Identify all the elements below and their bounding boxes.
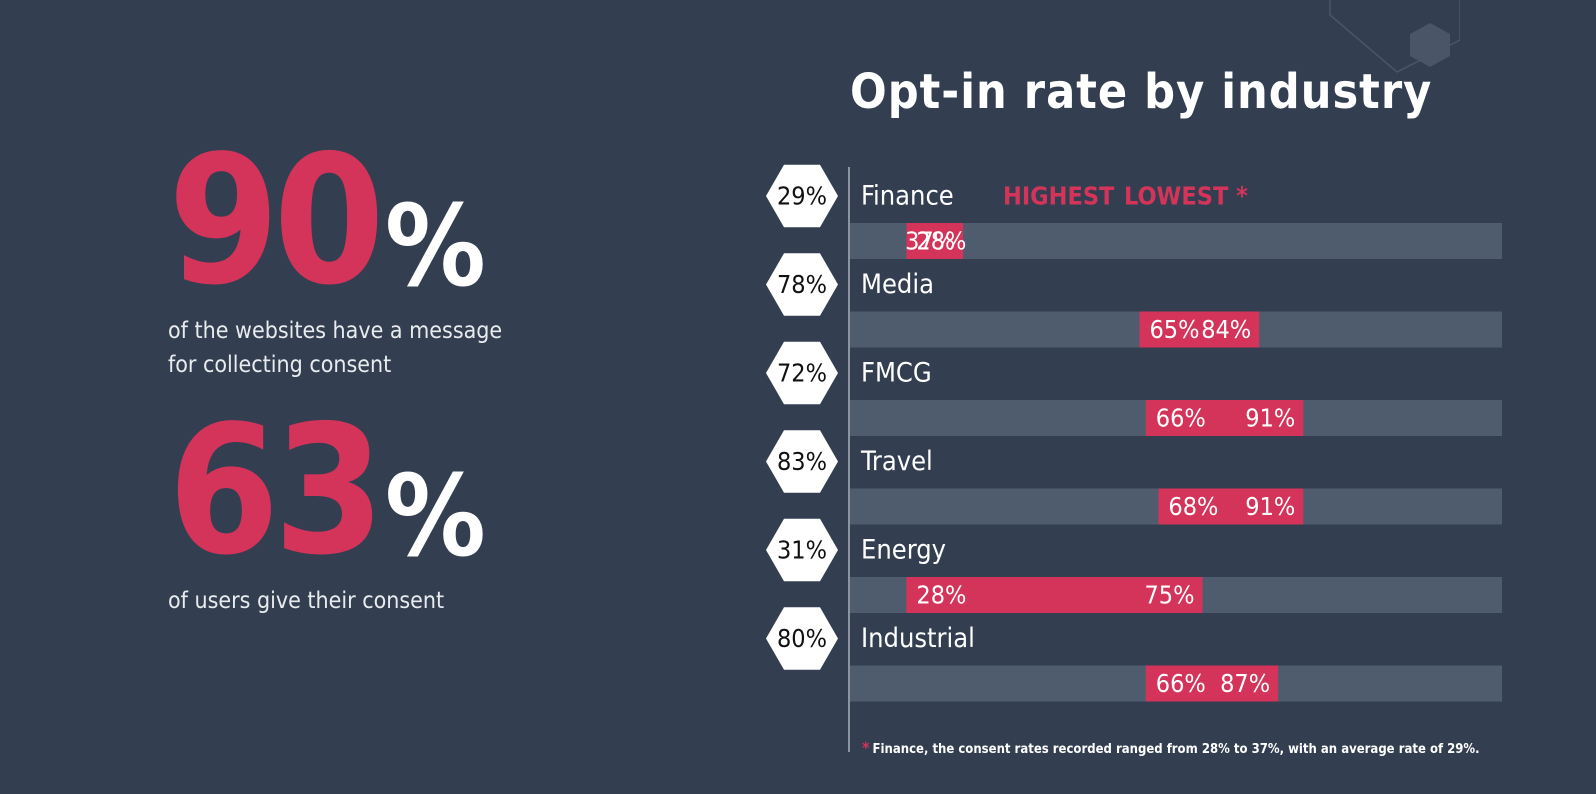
stat-users-percent-sign: % (384, 452, 486, 583)
stat-websites-number: 90 % (168, 117, 548, 324)
legend-lowest: LOWEST * (1124, 182, 1248, 211)
category-label-travel: Travel (860, 446, 933, 477)
stat-websites-percent-sign: % (384, 182, 486, 313)
average-label-fmcg: 72% (777, 359, 827, 388)
stat-users-caption-line1: of users give their consent (168, 587, 445, 614)
range-bar-finance (906, 223, 964, 259)
hexagon-badge-energy (766, 518, 838, 582)
range-low-label-media: 65% (1150, 315, 1200, 344)
hexagon-badge-travel (766, 430, 838, 493)
footnote-text: Finance, the consent rates recorded rang… (872, 742, 1480, 757)
range-bar-media (1139, 311, 1260, 348)
footnote-marker: * (862, 738, 870, 757)
range-high-label-finance: 37% (905, 227, 955, 256)
stat-users-caption: of users give their consent (168, 584, 548, 618)
stat-users-value: 63 (168, 387, 385, 594)
category-label-industrial: Industrial (861, 623, 975, 654)
range-high-label-fmcg: 91% (1245, 404, 1295, 433)
range-high-label-travel: 91% (1245, 492, 1295, 521)
range-high-label-media: 84% (1201, 315, 1251, 344)
decorative-hexagon-outline (1329, 0, 1460, 73)
footnote: * Finance, the consent rates recorded ran… (862, 738, 1480, 757)
stat-websites: 90 % of the websites have a message for … (168, 117, 548, 382)
legend-highest: HIGHEST (1003, 182, 1115, 211)
stat-websites-caption: of the websites have a message for colle… (168, 314, 548, 382)
range-high-label-energy: 75% (1145, 581, 1195, 610)
range-bar-fmcg (1145, 400, 1304, 436)
average-label-industrial: 80% (777, 624, 827, 653)
range-bar-industrial (1145, 665, 1279, 702)
average-label-travel: 83% (777, 447, 827, 476)
range-bar-travel (1158, 488, 1304, 525)
range-low-label-finance: 28% (916, 227, 966, 256)
category-label-energy: Energy (861, 535, 946, 566)
stat-users: 63 % of users give their consent (168, 387, 548, 618)
average-label-finance: 29% (777, 182, 827, 211)
stat-users-number: 63 % (168, 387, 548, 594)
range-low-label-travel: 68% (1168, 492, 1218, 521)
chart-title: Opt-in rate by industry (850, 64, 1433, 120)
hexagon-badge-finance (766, 164, 838, 228)
range-high-label-industrial: 87% (1220, 669, 1270, 698)
stat-websites-value: 90 (168, 117, 385, 324)
range-low-label-industrial: 66% (1156, 669, 1206, 698)
hexagon-badge-fmcg (766, 341, 838, 405)
stat-websites-caption-line2: for collecting consent (168, 351, 392, 378)
range-low-label-fmcg: 66% (1156, 404, 1206, 433)
category-label-fmcg: FMCG (861, 358, 932, 389)
hexagon-badge-industrial (766, 607, 838, 670)
hexagon-badge-media (766, 253, 838, 316)
average-label-energy: 31% (777, 536, 827, 565)
range-bar-energy (906, 577, 1203, 613)
average-label-media: 78% (777, 270, 827, 299)
category-label-media: Media (861, 269, 934, 300)
stat-websites-caption-line1: of the websites have a message (168, 317, 503, 344)
category-label-finance: Finance (861, 181, 954, 212)
range-low-label-energy: 28% (916, 581, 966, 610)
